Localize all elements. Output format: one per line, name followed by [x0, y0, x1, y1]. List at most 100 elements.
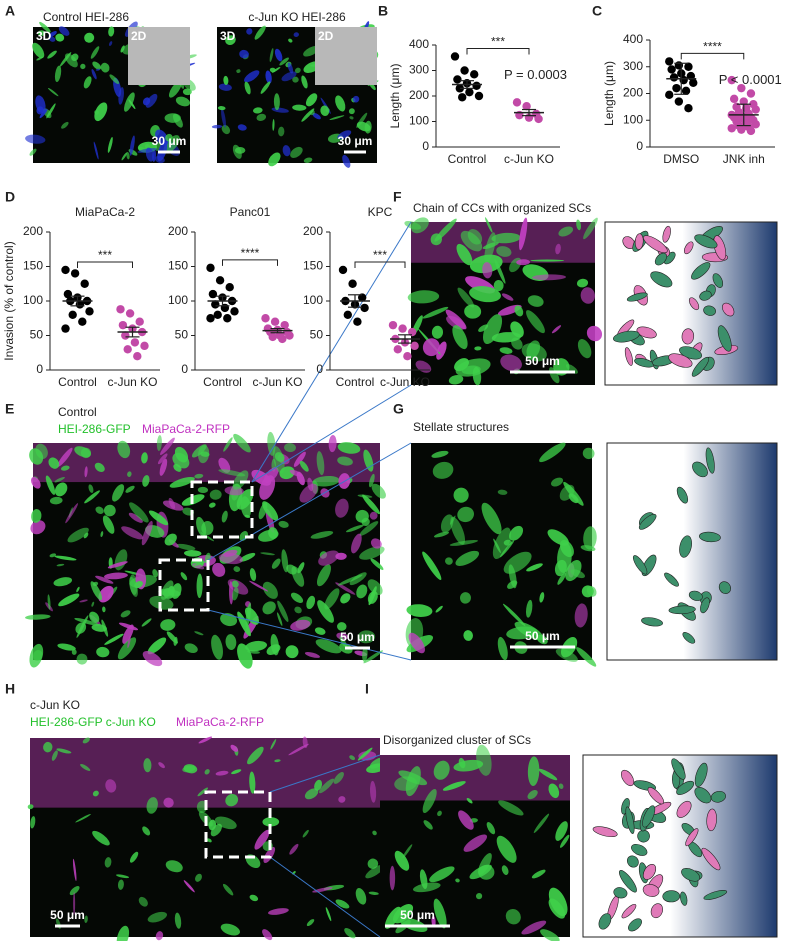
cell: [269, 48, 274, 63]
inset-2d: [315, 27, 377, 85]
cell: [288, 38, 293, 43]
data-point: [746, 89, 756, 98]
cell: [49, 553, 57, 558]
data-point: [211, 300, 220, 309]
cell: [333, 772, 344, 784]
cell-drawing: [705, 447, 715, 474]
cell-drawing: [620, 769, 635, 787]
cell: [168, 80, 182, 98]
y-tick-label: 100: [409, 114, 429, 128]
data-point: [669, 73, 679, 82]
data-point: [729, 94, 739, 104]
cell: [493, 279, 504, 292]
data-point: [737, 83, 746, 93]
y-tick-label: 0: [422, 139, 429, 153]
p-value: P < 0.0001: [719, 72, 782, 87]
significance: ***: [373, 248, 387, 262]
cell: [121, 152, 128, 161]
cell: [58, 26, 70, 36]
cell: [90, 46, 100, 59]
legend-green: HEI-286-GFP: [58, 422, 131, 436]
data-point: [751, 105, 760, 114]
cell: [182, 88, 192, 96]
cell: [95, 506, 104, 514]
cell: [538, 768, 558, 781]
cell: [433, 898, 447, 929]
cell: [486, 822, 496, 835]
cell: [320, 105, 330, 116]
cell: [288, 743, 309, 756]
cell: [472, 366, 482, 386]
cell: [155, 129, 169, 146]
cell: [84, 490, 100, 504]
cell: [271, 558, 281, 569]
cell-drawing: [710, 790, 726, 803]
cell-drawing: [647, 787, 665, 805]
cell-drawing: [631, 843, 648, 856]
cell: [102, 515, 115, 534]
y-tick-label: 100: [303, 293, 323, 307]
cell: [290, 619, 311, 631]
y-tick-label: 0: [636, 139, 643, 153]
data-point: [408, 327, 417, 337]
cell: [521, 920, 547, 935]
cell: [193, 561, 207, 567]
cell: [372, 830, 377, 836]
data-point: [338, 265, 348, 275]
data-point: [665, 90, 674, 100]
data-point: [125, 309, 135, 318]
cell: [306, 919, 315, 927]
cell: [491, 232, 521, 244]
significance-bracket: [466, 47, 530, 55]
cell: [244, 514, 251, 518]
cell: [268, 908, 289, 915]
cell: [47, 594, 51, 610]
x-tick-label: Control: [448, 152, 487, 166]
cell-drawing: [676, 486, 689, 504]
scale-label: 50 μm: [340, 630, 375, 644]
panel-label: A: [5, 3, 15, 19]
cell: [141, 618, 152, 627]
cell: [453, 487, 469, 503]
data-point: [474, 91, 484, 101]
cell: [349, 572, 367, 586]
cell: [432, 461, 454, 479]
cell: [84, 32, 95, 43]
cell: [204, 769, 210, 775]
cell: [279, 57, 289, 66]
cell: [93, 141, 99, 160]
cell: [359, 521, 379, 536]
cell: [157, 453, 168, 465]
cell: [349, 755, 356, 761]
data-point: [208, 289, 218, 299]
cell: [423, 820, 433, 830]
cell: [525, 599, 533, 618]
cell: [152, 569, 159, 578]
data-point: [130, 338, 140, 347]
cell: [493, 538, 501, 554]
cell: [402, 844, 413, 859]
cell: [145, 147, 154, 162]
cell: [84, 466, 88, 478]
cell: [272, 119, 275, 131]
error-bar: [270, 328, 285, 334]
cell: [349, 116, 354, 120]
cell: [286, 564, 297, 575]
cell: [74, 446, 91, 458]
cell: [116, 925, 130, 941]
cell: [80, 763, 91, 771]
cell: [240, 496, 252, 518]
cell: [95, 575, 114, 584]
cell: [501, 865, 509, 875]
error-bar: [125, 326, 140, 338]
cell: [527, 756, 540, 787]
cell: [491, 332, 522, 343]
data-point: [343, 310, 352, 319]
cell: [58, 593, 80, 607]
cell: [116, 874, 130, 879]
cell-drawing: [681, 328, 695, 345]
cell: [67, 527, 89, 543]
cell: [31, 476, 41, 489]
data-point: [123, 345, 132, 354]
cell: [484, 217, 493, 233]
